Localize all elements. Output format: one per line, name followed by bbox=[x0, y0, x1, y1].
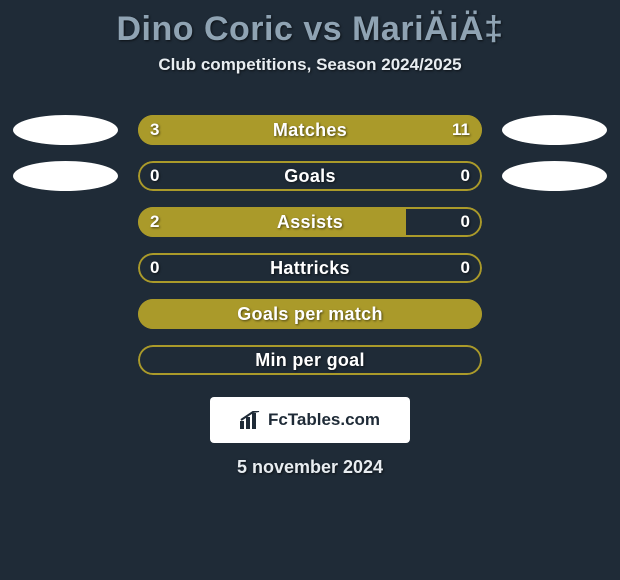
stat-row: 311Matches bbox=[0, 107, 620, 153]
spacer bbox=[13, 299, 118, 329]
stat-bar: 00Hattricks bbox=[138, 253, 482, 283]
subtitle: Club competitions, Season 2024/2025 bbox=[0, 55, 620, 75]
spacer bbox=[13, 207, 118, 237]
stat-bar: 311Matches bbox=[138, 115, 482, 145]
stat-bar: Goals per match bbox=[138, 299, 482, 329]
player-marker-left bbox=[13, 115, 118, 145]
stat-label: Hattricks bbox=[138, 253, 482, 283]
spacer bbox=[13, 345, 118, 375]
snapshot-date: 5 november 2024 bbox=[0, 457, 620, 478]
stat-row: Min per goal bbox=[0, 337, 620, 383]
stat-row: 00Goals bbox=[0, 153, 620, 199]
stat-bar: Min per goal bbox=[138, 345, 482, 375]
player-marker-right bbox=[502, 161, 607, 191]
stat-bar: 20Assists bbox=[138, 207, 482, 237]
stat-rows: 311Matches 00Goals 20Assists 00Hattricks Goa… bbox=[0, 107, 620, 383]
player-marker-left bbox=[13, 161, 118, 191]
spacer bbox=[13, 253, 118, 283]
stat-label: Goals bbox=[138, 161, 482, 191]
stat-row: Goals per match bbox=[0, 291, 620, 337]
source-badge: FcTables.com bbox=[210, 397, 410, 443]
stat-label: Min per goal bbox=[138, 345, 482, 375]
spacer bbox=[502, 345, 607, 375]
stat-row: 20Assists bbox=[0, 199, 620, 245]
stat-label: Matches bbox=[138, 115, 482, 145]
spacer bbox=[502, 253, 607, 283]
stat-label: Goals per match bbox=[138, 299, 482, 329]
player-marker-right bbox=[502, 115, 607, 145]
page-title: Dino Coric vs MariÄiÄ‡ bbox=[0, 0, 620, 49]
spacer bbox=[502, 207, 607, 237]
spacer bbox=[502, 299, 607, 329]
stat-bar: 00Goals bbox=[138, 161, 482, 191]
comparison-card: Dino Coric vs MariÄiÄ‡ Club competitions… bbox=[0, 0, 620, 580]
chart-icon bbox=[240, 411, 262, 429]
stat-label: Assists bbox=[138, 207, 482, 237]
stat-row: 00Hattricks bbox=[0, 245, 620, 291]
badge-text: FcTables.com bbox=[268, 410, 380, 430]
